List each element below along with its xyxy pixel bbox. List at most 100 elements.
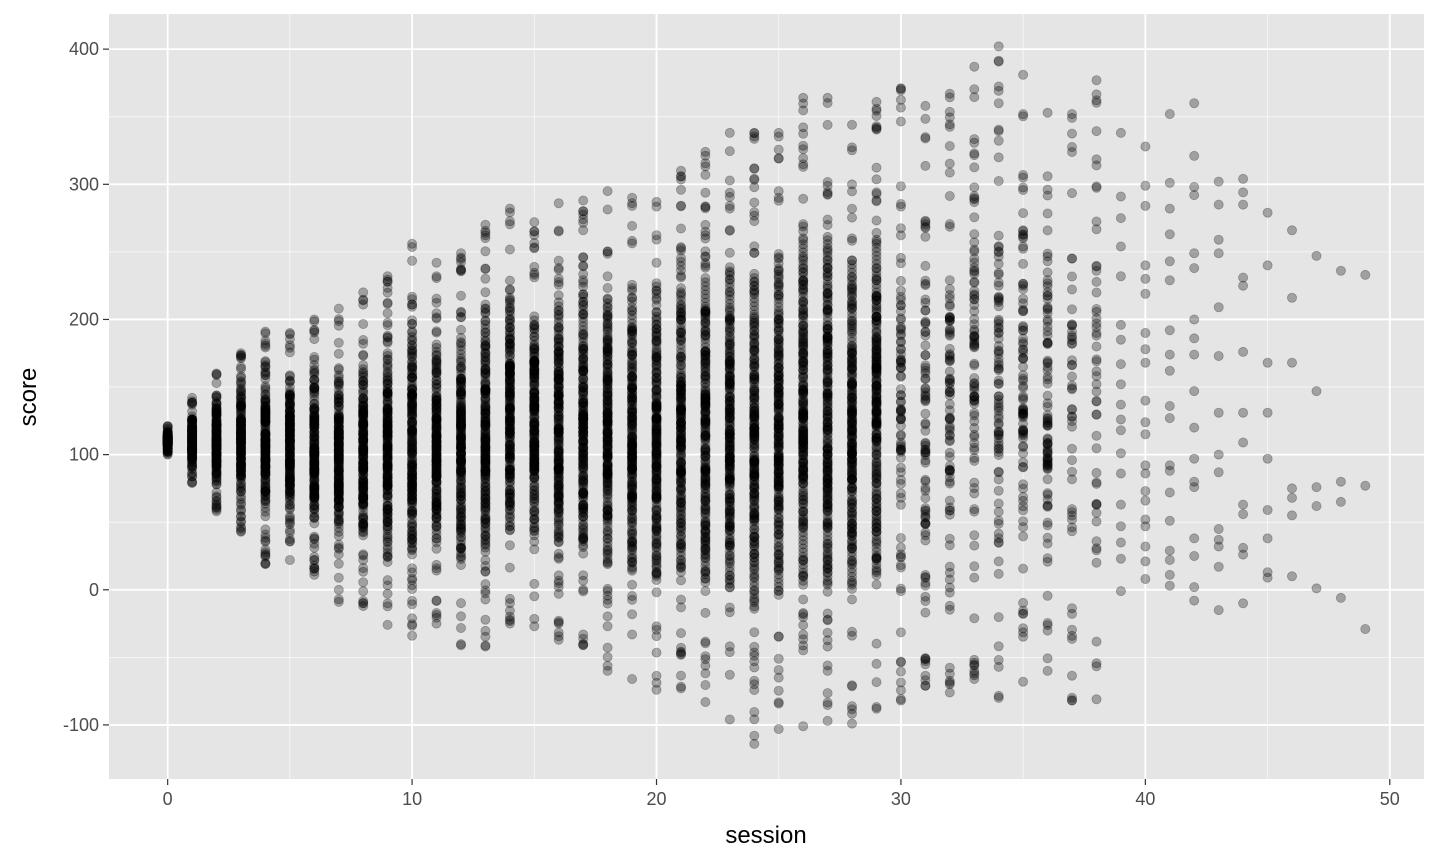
data-point — [211, 437, 222, 448]
data-point — [431, 563, 442, 574]
data-point — [162, 436, 173, 447]
data-point — [187, 416, 198, 427]
data-point — [162, 435, 173, 446]
data-point — [211, 437, 222, 448]
data-point — [749, 656, 760, 667]
data-point — [187, 433, 198, 444]
data-point — [187, 451, 198, 462]
data-point — [211, 425, 222, 436]
data-point — [211, 403, 222, 414]
data-point — [284, 342, 295, 353]
data-point — [187, 425, 198, 436]
data-point — [382, 317, 393, 328]
data-point — [211, 410, 222, 421]
data-point — [162, 433, 173, 444]
data-point — [162, 437, 173, 448]
data-point — [162, 431, 173, 442]
data-point — [162, 440, 173, 451]
data-point — [431, 257, 442, 268]
data-point — [162, 432, 173, 443]
data-point — [382, 308, 393, 319]
data-point — [211, 426, 222, 437]
data-point — [211, 461, 222, 472]
data-point — [162, 443, 173, 454]
data-point — [187, 424, 198, 435]
data-point — [187, 443, 198, 454]
data-point — [187, 431, 198, 442]
data-point — [187, 432, 198, 443]
data-point — [358, 334, 369, 345]
data-point — [676, 602, 687, 613]
data-point — [187, 434, 198, 445]
data-point — [162, 435, 173, 446]
data-point — [211, 449, 222, 460]
data-point — [187, 416, 198, 427]
data-point — [602, 294, 613, 305]
data-point — [676, 670, 687, 681]
data-point — [235, 525, 246, 536]
data-point — [211, 439, 222, 450]
data-point — [407, 299, 418, 310]
data-point — [187, 425, 198, 436]
data-point — [749, 173, 760, 184]
data-point — [187, 434, 198, 445]
data-point — [162, 435, 173, 446]
data-point — [284, 527, 295, 538]
data-point — [187, 424, 198, 435]
data-point — [187, 446, 198, 457]
data-point — [211, 435, 222, 446]
data-point — [162, 429, 173, 440]
data-point — [529, 272, 540, 283]
data-point — [162, 437, 173, 448]
data-point — [162, 433, 173, 444]
data-point — [211, 456, 222, 467]
data-point — [260, 381, 271, 392]
data-point — [187, 434, 198, 445]
data-point — [187, 428, 198, 439]
data-point — [162, 444, 173, 455]
data-point — [676, 265, 687, 276]
data-point — [187, 428, 198, 439]
data-point — [700, 668, 711, 679]
data-point — [187, 454, 198, 465]
data-point — [651, 201, 662, 212]
data-point — [187, 421, 198, 432]
data-point — [211, 439, 222, 450]
data-point — [211, 504, 222, 515]
data-point — [724, 187, 735, 198]
data-point — [162, 432, 173, 443]
data-point — [187, 426, 198, 437]
data-point — [211, 441, 222, 452]
data-point — [211, 435, 222, 446]
data-point — [162, 429, 173, 440]
data-point — [162, 434, 173, 445]
data-point — [162, 438, 173, 449]
data-point — [187, 429, 198, 440]
data-point — [187, 430, 198, 441]
data-point — [162, 431, 173, 442]
data-point — [553, 297, 564, 308]
data-point — [187, 439, 198, 450]
data-point — [211, 415, 222, 426]
data-point — [651, 257, 662, 268]
data-point — [187, 414, 198, 425]
data-point — [211, 465, 222, 476]
data-point — [187, 422, 198, 433]
data-point — [187, 457, 198, 468]
data-point — [162, 437, 173, 448]
data-point — [480, 273, 491, 284]
data-point — [358, 295, 369, 306]
data-point — [578, 281, 589, 292]
data-point — [187, 436, 198, 447]
data-point — [162, 421, 173, 432]
data-point — [455, 307, 466, 318]
data-point — [651, 281, 662, 292]
data-point — [504, 616, 515, 627]
data-point — [162, 443, 173, 454]
data-point — [333, 337, 344, 348]
data-point — [749, 197, 760, 208]
data-point — [187, 430, 198, 441]
data-point — [431, 327, 442, 338]
data-point — [162, 449, 173, 460]
data-point — [480, 315, 491, 326]
